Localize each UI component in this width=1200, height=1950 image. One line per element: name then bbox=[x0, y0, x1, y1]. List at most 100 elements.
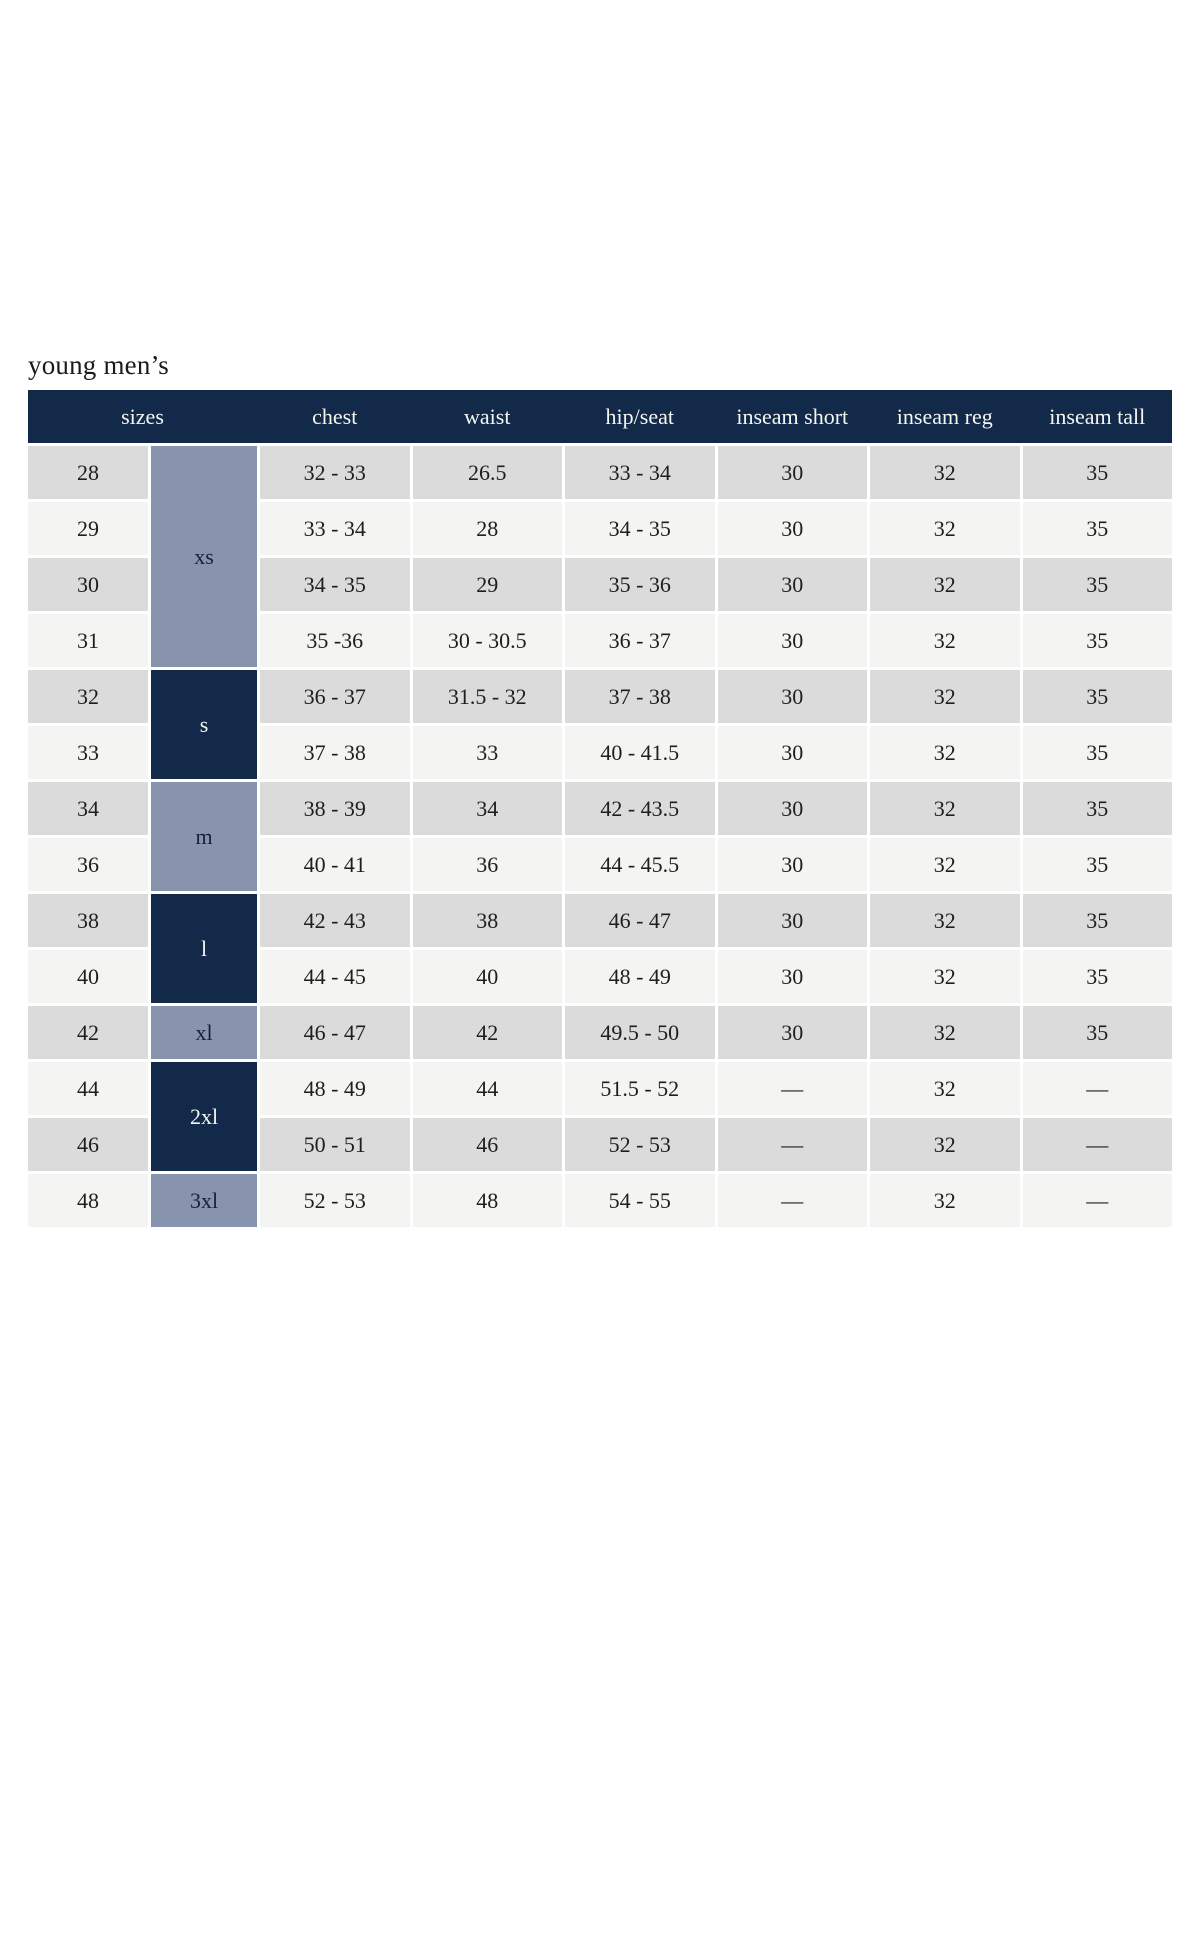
waist-cell: 44 bbox=[412, 1062, 562, 1115]
inseam-short-cell: 30 bbox=[717, 670, 867, 723]
hip-seat-cell: 35 - 36 bbox=[565, 558, 715, 611]
inseam-reg-cell: 32 bbox=[870, 446, 1020, 499]
chest-cell: 33 - 34 bbox=[260, 502, 410, 555]
chest-cell: 36 - 37 bbox=[260, 670, 410, 723]
size-cell: 44 bbox=[28, 1062, 148, 1115]
size-table-body: 28 xs 32 - 33 26.5 33 - 34 30 32 35 29 33 - 34 28 3… bbox=[28, 446, 1172, 1227]
chest-cell: 52 - 53 bbox=[260, 1174, 410, 1227]
hip-seat-cell: 51.5 - 52 bbox=[565, 1062, 715, 1115]
header-inseam-tall: inseam tall bbox=[1049, 403, 1146, 429]
inseam-reg-cell: 32 bbox=[870, 726, 1020, 779]
hip-seat-cell: 46 - 47 bbox=[565, 894, 715, 947]
waist-cell: 46 bbox=[412, 1118, 562, 1171]
chest-cell: 35 -36 bbox=[260, 614, 410, 667]
inseam-short-cell: 30 bbox=[717, 502, 867, 555]
inseam-tall-cell: — bbox=[1022, 1062, 1172, 1115]
waist-cell: 33 bbox=[412, 726, 562, 779]
inseam-reg-cell: 32 bbox=[870, 950, 1020, 1003]
hip-seat-cell: 42 - 43.5 bbox=[565, 782, 715, 835]
inseam-reg-cell: 32 bbox=[870, 558, 1020, 611]
inseam-reg-cell: 32 bbox=[870, 502, 1020, 555]
waist-cell: 31.5 - 32 bbox=[412, 670, 562, 723]
header-sizes: sizes bbox=[121, 403, 164, 429]
size-cell: 48 bbox=[28, 1174, 148, 1227]
chest-cell: 46 - 47 bbox=[260, 1006, 410, 1059]
inseam-tall-cell: 35 bbox=[1022, 950, 1172, 1003]
header-chest: chest bbox=[312, 403, 358, 429]
chest-cell: 34 - 35 bbox=[260, 558, 410, 611]
chest-cell: 40 - 41 bbox=[260, 838, 410, 891]
inseam-tall-cell: 35 bbox=[1022, 614, 1172, 667]
inseam-short-cell: 30 bbox=[717, 894, 867, 947]
hip-seat-cell: 48 - 49 bbox=[565, 950, 715, 1003]
inseam-tall-cell: 35 bbox=[1022, 726, 1172, 779]
chest-cell: 38 - 39 bbox=[260, 782, 410, 835]
waist-cell: 42 bbox=[412, 1006, 562, 1059]
inseam-tall-cell: 35 bbox=[1022, 838, 1172, 891]
hip-seat-cell: 44 - 45.5 bbox=[565, 838, 715, 891]
hip-seat-cell: 37 - 38 bbox=[565, 670, 715, 723]
inseam-reg-cell: 32 bbox=[870, 782, 1020, 835]
size-group-cell: 2xl bbox=[151, 1062, 257, 1171]
inseam-tall-cell: 35 bbox=[1022, 670, 1172, 723]
inseam-short-cell: 30 bbox=[717, 614, 867, 667]
hip-seat-cell: 52 - 53 bbox=[565, 1118, 715, 1171]
inseam-short-cell: 30 bbox=[717, 1006, 867, 1059]
inseam-tall-cell: 35 bbox=[1022, 502, 1172, 555]
hip-seat-cell: 40 - 41.5 bbox=[565, 726, 715, 779]
header-hip-seat: hip/seat bbox=[605, 403, 674, 429]
inseam-short-cell: 30 bbox=[717, 782, 867, 835]
inseam-tall-cell: 35 bbox=[1022, 1006, 1172, 1059]
inseam-reg-cell: 32 bbox=[870, 1062, 1020, 1115]
hip-seat-cell: 33 - 34 bbox=[565, 446, 715, 499]
inseam-tall-cell: 35 bbox=[1022, 894, 1172, 947]
size-cell: 33 bbox=[28, 726, 148, 779]
inseam-tall-cell: — bbox=[1022, 1174, 1172, 1227]
inseam-short-cell: 30 bbox=[717, 558, 867, 611]
inseam-short-cell: — bbox=[717, 1062, 867, 1115]
page: young men’s sizes chest waist hip/seat i… bbox=[0, 350, 1200, 1227]
hip-seat-cell: 34 - 35 bbox=[565, 502, 715, 555]
inseam-short-cell: 30 bbox=[717, 838, 867, 891]
size-cell: 34 bbox=[28, 782, 148, 835]
size-chart-table: sizes chest waist hip/seat inseam short … bbox=[28, 390, 1172, 1227]
chest-cell: 32 - 33 bbox=[260, 446, 410, 499]
inseam-short-cell: 30 bbox=[717, 726, 867, 779]
size-cell: 42 bbox=[28, 1006, 148, 1059]
waist-cell: 40 bbox=[412, 950, 562, 1003]
inseam-short-cell: — bbox=[717, 1118, 867, 1171]
size-group-cell: xs bbox=[151, 446, 257, 667]
size-cell: 40 bbox=[28, 950, 148, 1003]
size-cell: 29 bbox=[28, 502, 148, 555]
inseam-tall-cell: — bbox=[1022, 1118, 1172, 1171]
page-title: young men’s bbox=[28, 350, 169, 380]
size-cell: 38 bbox=[28, 894, 148, 947]
chest-cell: 48 - 49 bbox=[260, 1062, 410, 1115]
inseam-tall-cell: 35 bbox=[1022, 782, 1172, 835]
size-cell: 30 bbox=[28, 558, 148, 611]
header-inseam-short: inseam short bbox=[736, 403, 849, 429]
inseam-reg-cell: 32 bbox=[870, 1174, 1020, 1227]
size-cell: 36 bbox=[28, 838, 148, 891]
waist-cell: 28 bbox=[412, 502, 562, 555]
size-cell: 46 bbox=[28, 1118, 148, 1171]
hip-seat-cell: 49.5 - 50 bbox=[565, 1006, 715, 1059]
inseam-reg-cell: 32 bbox=[870, 838, 1020, 891]
size-group-cell: m bbox=[151, 782, 257, 891]
size-cell: 28 bbox=[28, 446, 148, 499]
inseam-reg-cell: 32 bbox=[870, 894, 1020, 947]
waist-cell: 38 bbox=[412, 894, 562, 947]
chest-cell: 50 - 51 bbox=[260, 1118, 410, 1171]
size-group-cell: l bbox=[151, 894, 257, 1003]
inseam-reg-cell: 32 bbox=[870, 614, 1020, 667]
chest-cell: 44 - 45 bbox=[260, 950, 410, 1003]
table-header-row: sizes chest waist hip/seat inseam short … bbox=[28, 390, 1172, 443]
waist-cell: 26.5 bbox=[412, 446, 562, 499]
inseam-short-cell: — bbox=[717, 1174, 867, 1227]
size-cell: 32 bbox=[28, 670, 148, 723]
hip-seat-cell: 36 - 37 bbox=[565, 614, 715, 667]
size-group-cell: s bbox=[151, 670, 257, 779]
waist-cell: 48 bbox=[412, 1174, 562, 1227]
waist-cell: 29 bbox=[412, 558, 562, 611]
waist-cell: 36 bbox=[412, 838, 562, 891]
